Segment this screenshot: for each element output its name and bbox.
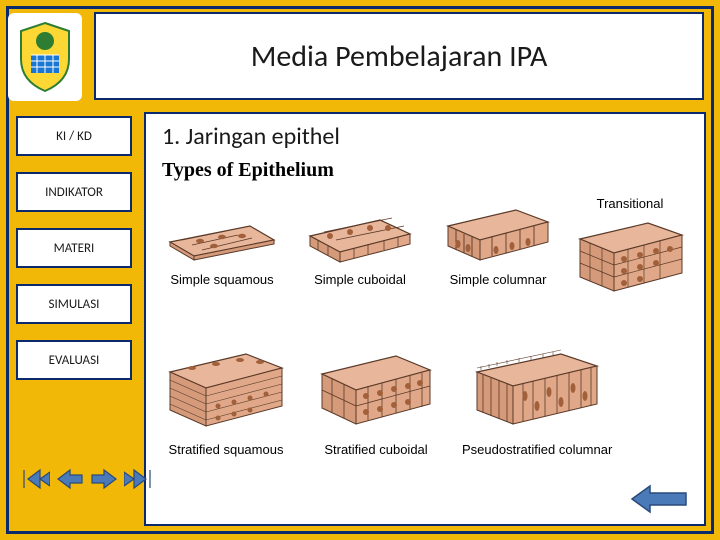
content-panel: 1. Jaringan epithel Types of Epithelium … [144, 112, 706, 526]
tile-simple-cuboidal: Simple cuboidal [300, 196, 420, 287]
pseudostratified-columnar-icon [467, 346, 607, 436]
sidebar-item-ki-kd[interactable]: KI / KD [16, 116, 132, 156]
sidebar-item-label: EVALUASI [49, 353, 100, 368]
sidebar-item-label: SIMULASI [49, 297, 100, 312]
tile-stratified-squamous: Stratified squamous [162, 346, 290, 457]
tile-caption: Simple cuboidal [300, 272, 420, 287]
sidebar-item-materi[interactable]: MATERI [16, 228, 132, 268]
sidebar-item-simulasi[interactable]: SIMULASI [16, 284, 132, 324]
page-title: Media Pembelajaran IPA [251, 38, 548, 75]
logo-shield-icon [15, 19, 75, 95]
tile-caption: Stratified squamous [162, 442, 290, 457]
header: Media Pembelajaran IPA [6, 6, 714, 106]
nav-arrows [22, 468, 152, 490]
sidebar-item-label: MATERI [54, 241, 95, 256]
prev-icon [56, 468, 84, 490]
last-icon [124, 468, 152, 490]
title-bar: Media Pembelajaran IPA [94, 12, 704, 100]
sidebar-item-label: KI / KD [56, 129, 92, 144]
nav-next-button[interactable] [90, 468, 118, 490]
stratified-squamous-icon [162, 346, 290, 436]
tile-pseudostratified-columnar: Pseudostratified columnar [462, 346, 612, 457]
tile-stratified-cuboidal: Stratified cuboidal [312, 346, 440, 457]
arrow-left-icon [630, 484, 688, 514]
tile-caption: Transitional [570, 196, 690, 211]
tile-caption: Pseudostratified columnar [462, 442, 612, 457]
stratified-cuboidal-icon [312, 346, 440, 436]
simple-cuboidal-icon [300, 196, 420, 266]
section-title: Types of Epithelium [162, 159, 688, 182]
first-icon [22, 468, 50, 490]
tile-caption: Stratified cuboidal [312, 442, 440, 457]
sidebar-item-indikator[interactable]: INDIKATOR [16, 172, 132, 212]
sidebar-item-label: INDIKATOR [45, 185, 103, 200]
simple-columnar-icon [438, 196, 558, 266]
epithelium-grid: Simple squamous Simple cuboidal Simple [162, 196, 688, 496]
nav-last-button[interactable] [124, 468, 152, 490]
tile-transitional: Transitional [570, 196, 690, 299]
transitional-icon [570, 215, 690, 299]
nav-prev-button[interactable] [56, 468, 84, 490]
logo-jabar [8, 13, 82, 101]
content-subtitle: 1. Jaringan epithel [162, 122, 688, 151]
simple-squamous-icon [162, 196, 282, 266]
tile-simple-columnar: Simple columnar [438, 196, 558, 287]
nav-first-button[interactable] [22, 468, 50, 490]
tile-caption: Simple columnar [438, 272, 558, 287]
content-back-arrow[interactable] [630, 484, 688, 514]
tile-caption: Simple squamous [162, 272, 282, 287]
sidebar-item-evaluasi[interactable]: EVALUASI [16, 340, 132, 380]
sidebar: KI / KD INDIKATOR MATERI SIMULASI EVALUA… [16, 116, 132, 396]
tile-simple-squamous: Simple squamous [162, 196, 282, 287]
next-icon [90, 468, 118, 490]
